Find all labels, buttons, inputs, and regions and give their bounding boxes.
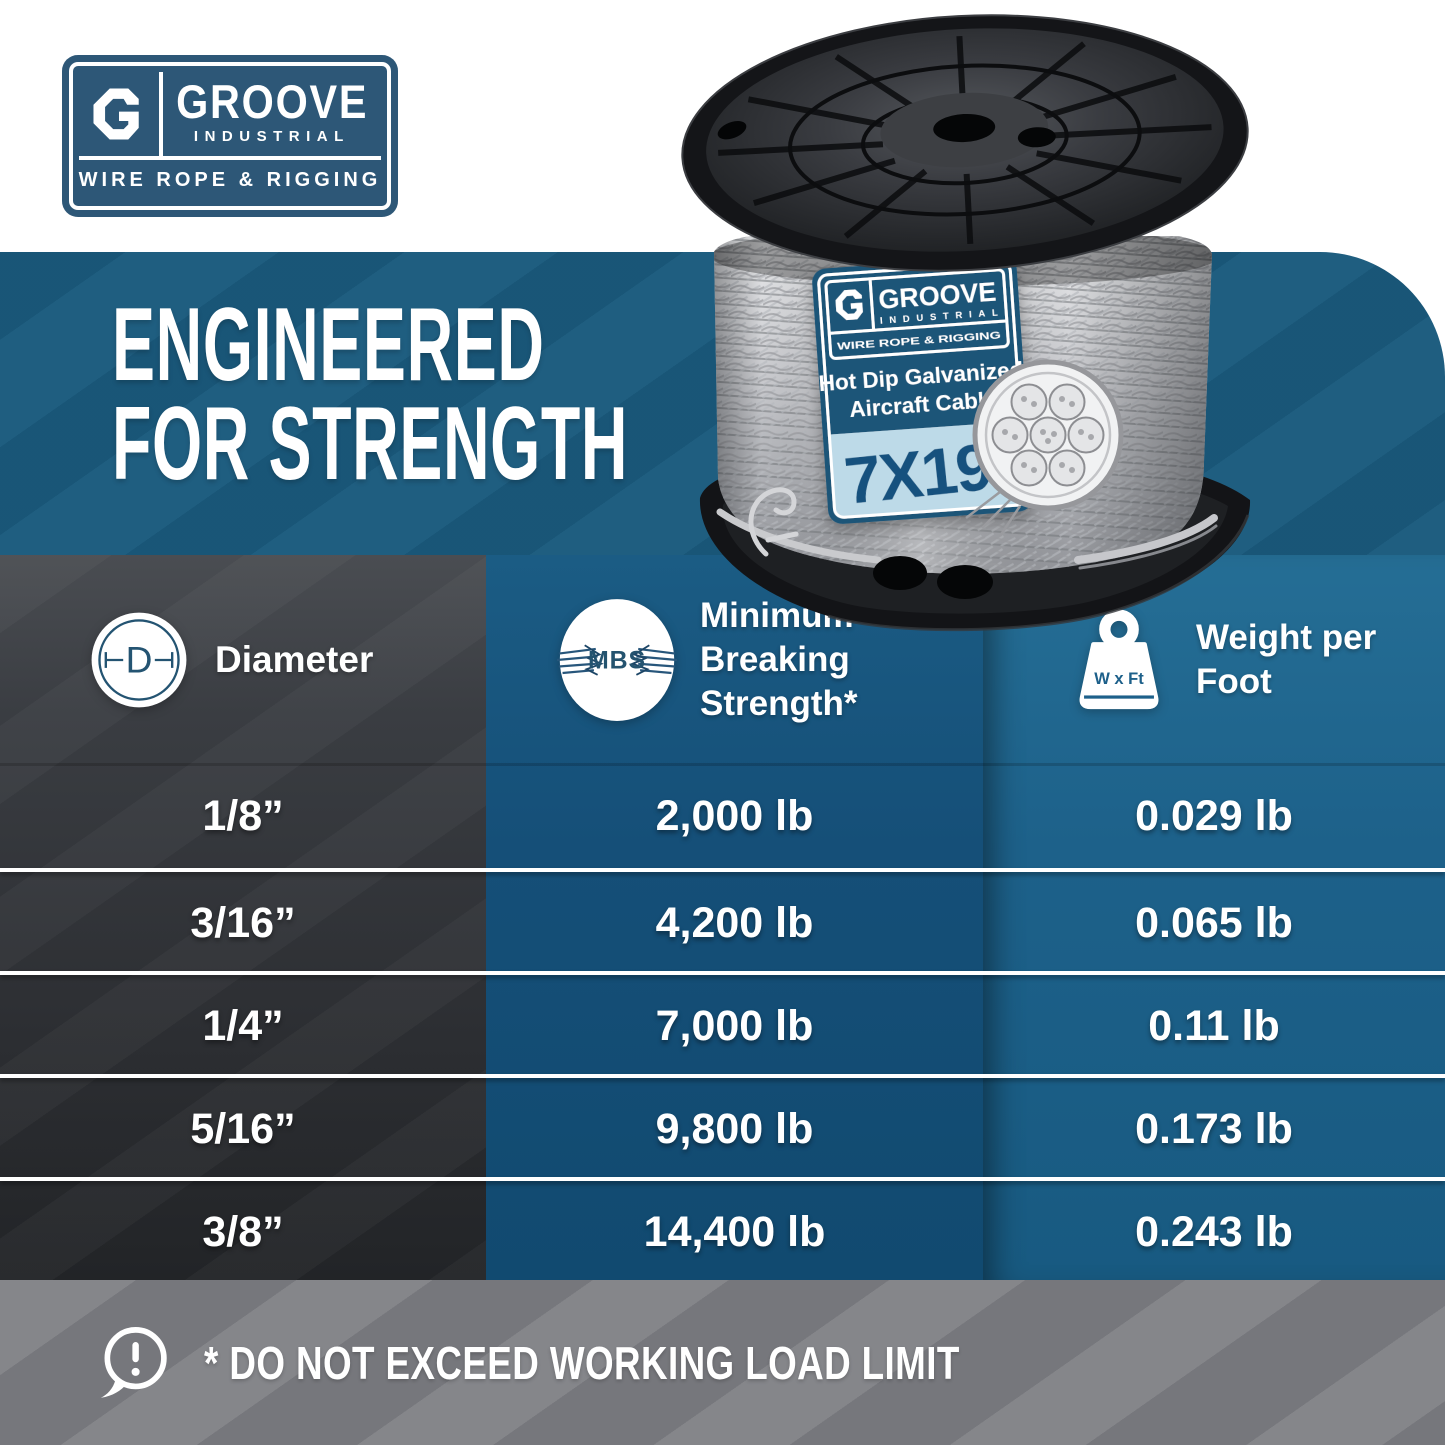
warning-icon [100,1326,167,1398]
header-weight-label: Weight per Foot [1196,617,1377,701]
brand-logo-top: GROOVE INDUSTRIAL [79,72,381,160]
groove-monogram-icon [93,88,139,140]
row-separator [0,1177,1445,1181]
row-separator [0,971,1445,975]
diameter-cell: 3/16” [190,899,296,947]
mbs-cell: 14,400 lb [643,1208,826,1256]
table-row: 1/4” 7,000 lb 0.11 lb [0,975,1445,1078]
mbs-icon: MBS [557,598,677,721]
brand-logo: GROOVE INDUSTRIAL WIRE ROPE & RIGGING [62,55,398,217]
spool-top-flange [681,14,1249,272]
brand-monogram-cell [79,72,163,156]
table-row: 3/16” 4,200 lb 0.065 lb [0,872,1445,975]
brand-name: GROOVE [175,74,368,128]
warning-text: * DO NOT EXCEED WORKING LOAD LIMIT [204,1336,960,1389]
weight-cell: 0.11 lb [1148,1002,1280,1050]
diameter-cell: 5/16” [190,1105,296,1153]
diameter-cell: 1/8” [202,792,284,840]
mbs-cell: 2,000 lb [655,792,814,840]
diameter-icon: D [91,612,187,708]
brand-tagline: WIRE ROPE & RIGGING [78,168,382,191]
diameter-column-background [0,555,486,1280]
mbs-cell: 7,000 lb [655,1002,814,1050]
row-separator [0,868,1445,872]
brand-name-column: GROOVE INDUSTRIAL [163,72,381,156]
hero-headline: ENGINEERED FOR STRENGTH [112,287,944,502]
mbs-icon-text: MBS [588,646,646,674]
footer-warning-bar: * DO NOT EXCEED WORKING LOAD LIMIT [0,1280,1445,1445]
mbs-cell: 9,800 lb [655,1105,814,1153]
header-weight: W x Ft Weight per Foot [983,555,1445,765]
header-diameter-label: Diameter [215,639,374,680]
header-diameter: D Diameter [0,555,576,765]
hero-headline-line1: ENGINEERED [112,287,545,403]
weight-column-background [983,555,1445,1280]
row-separator [0,1074,1445,1078]
diameter-cell: 1/4” [202,1002,284,1050]
header-mbs: MBS Minimum Breaking Strength* [486,555,1054,765]
weight-icon-text: W x Ft [1094,669,1144,688]
hero-headline-line2: FOR STRENGTH [112,385,629,502]
weight-icon: W x Ft [1079,609,1159,709]
diameter-cell: 3/8” [202,1208,284,1256]
table-row: 5/16” 9,800 lb 0.173 lb [0,1078,1445,1181]
weight-cell: 0.029 lb [1135,792,1293,840]
weight-cell: 0.173 lb [1135,1105,1293,1153]
mbs-cell: 4,200 lb [655,899,814,947]
header-divider [0,763,1445,766]
weight-cell: 0.065 lb [1135,899,1293,947]
weight-cell: 0.243 lb [1135,1208,1293,1256]
brand-subtitle: INDUSTRIAL [193,127,350,145]
header-mbs-label: Minimum Breaking Strength* [700,595,858,724]
table-row: 3/8” 14,400 lb 0.243 lb [0,1181,1445,1284]
table-row: 1/8” 2,000 lb 0.029 lb [0,765,1445,868]
diameter-icon-letter: D [126,639,153,681]
